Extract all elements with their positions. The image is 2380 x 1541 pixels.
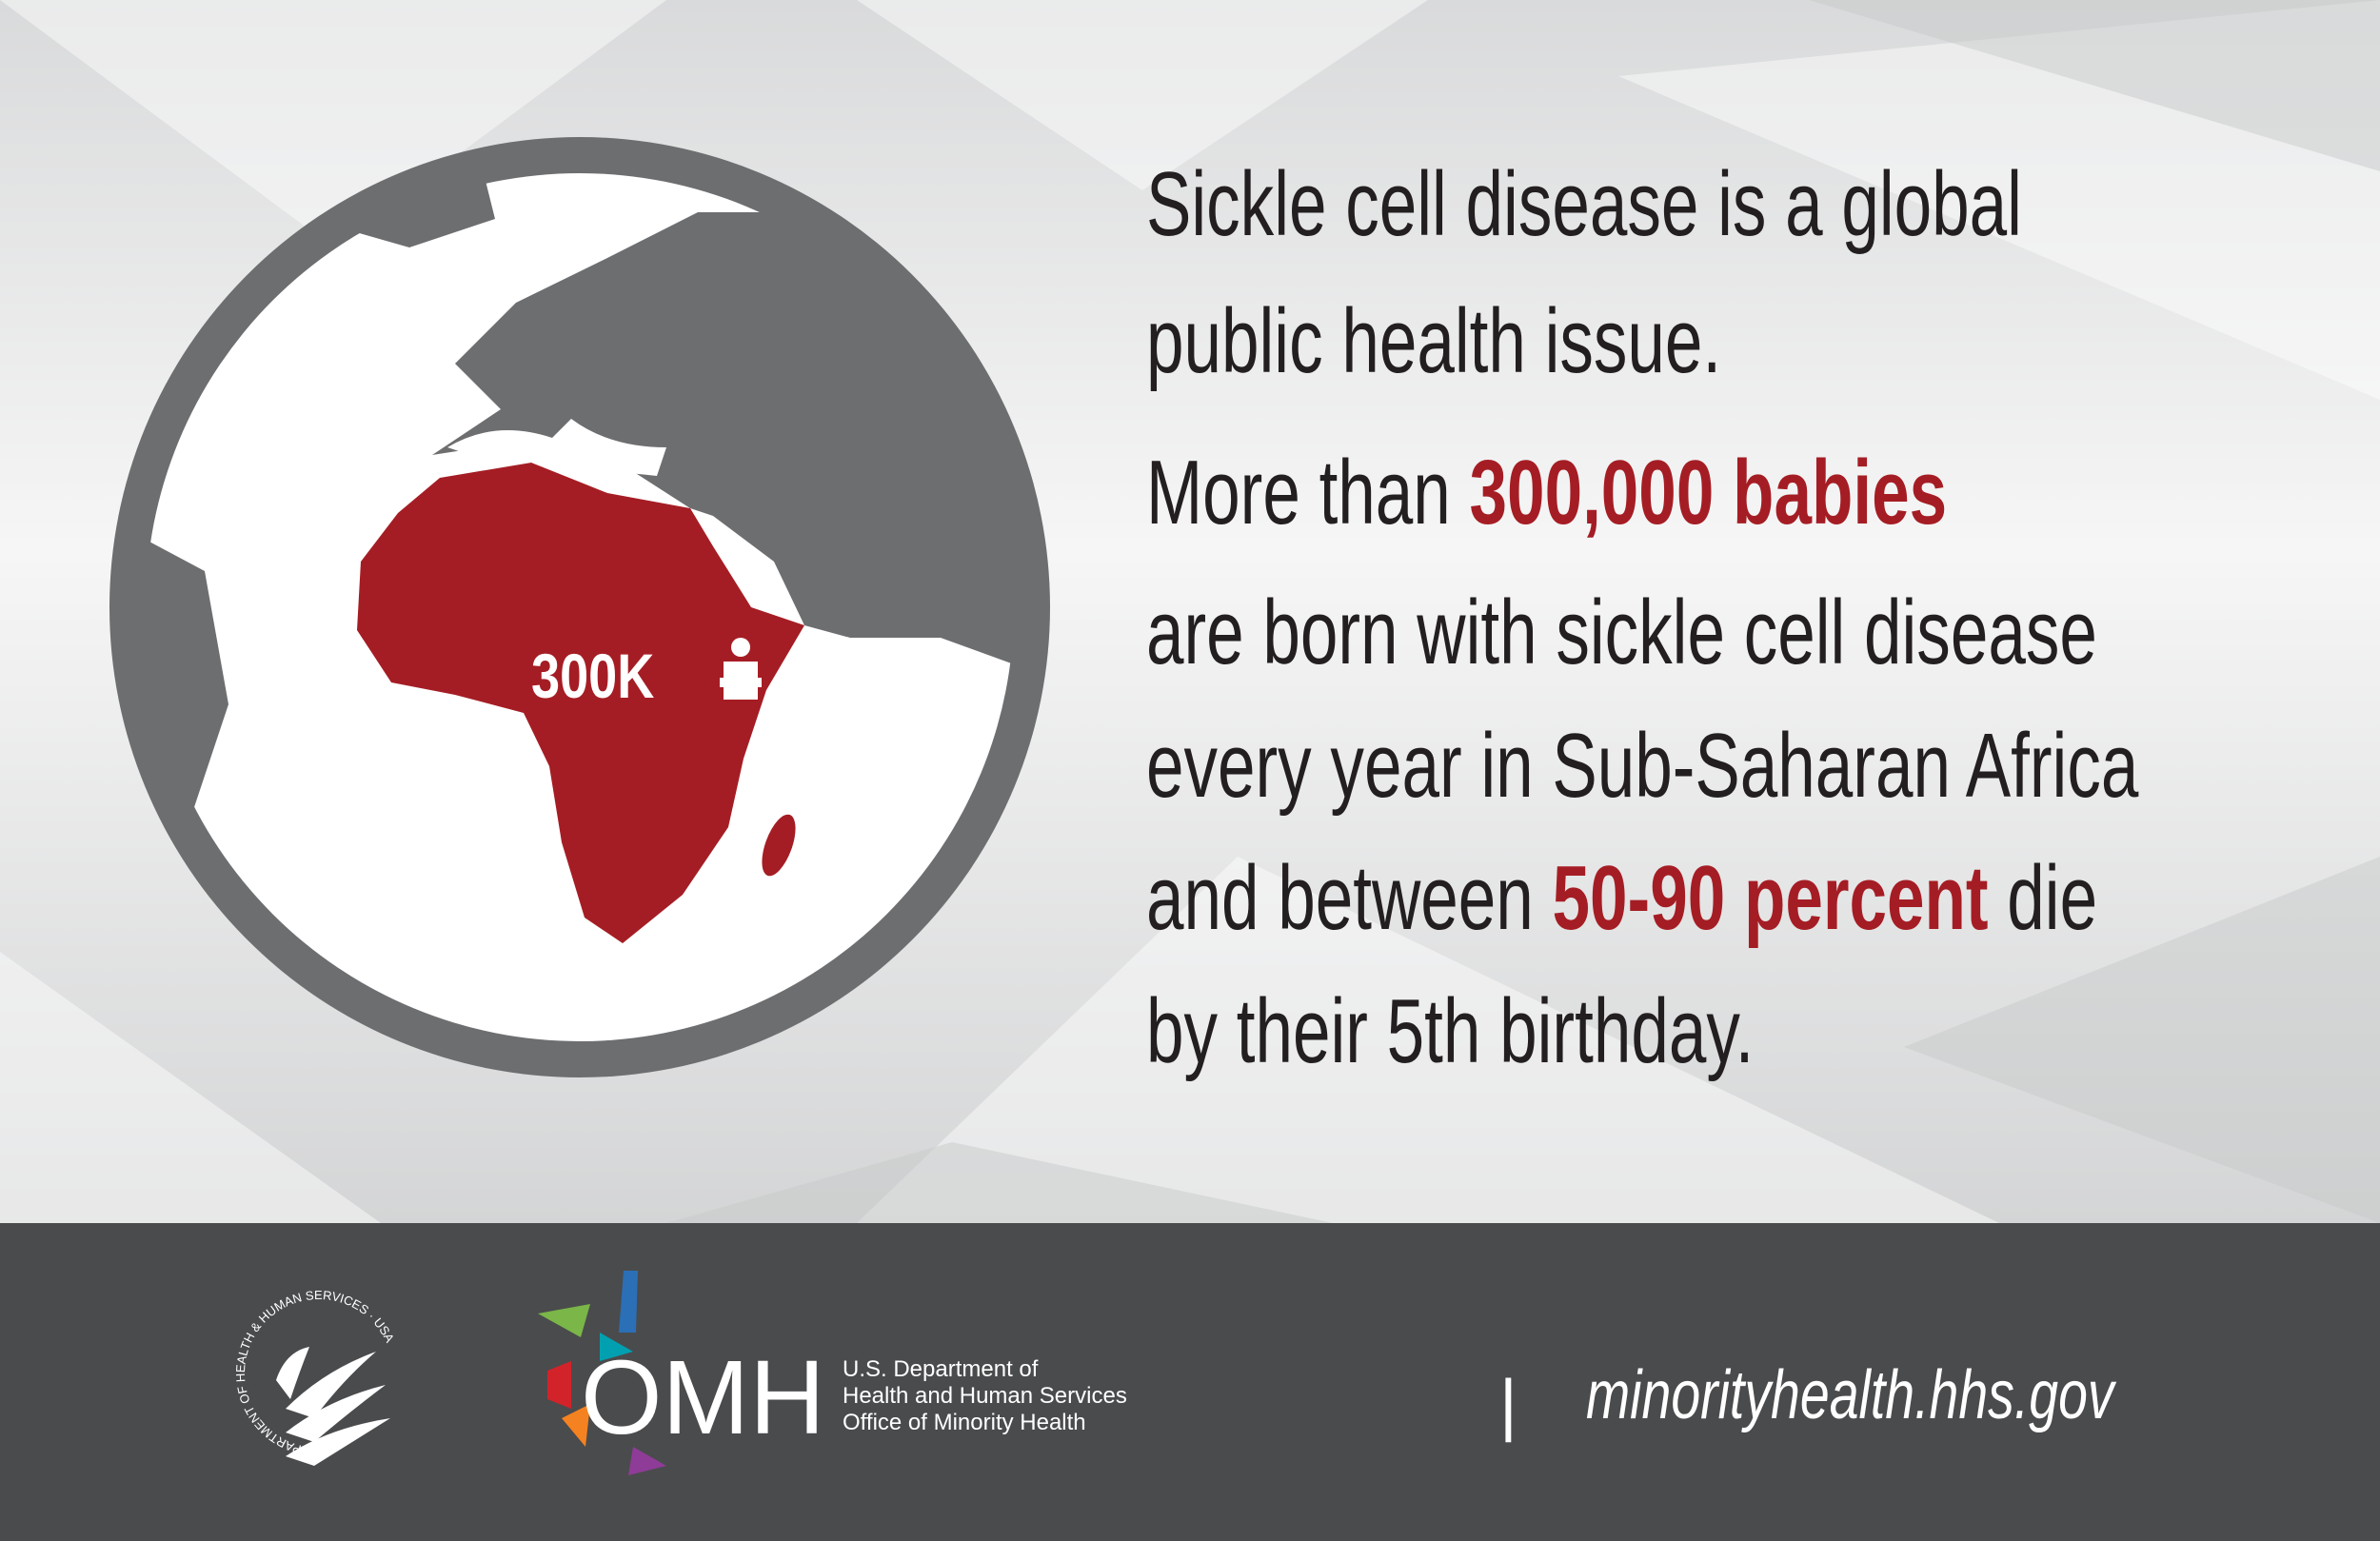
highlight: 300,000 babies: [1470, 442, 1948, 543]
omh-name: OMH: [581, 1339, 825, 1456]
body-line: are born with sickle cell disease: [1146, 582, 2097, 683]
body-line: More than 300,000 babies: [1146, 442, 1947, 543]
headline-line: public health issue.: [1146, 290, 1721, 392]
omh-line: U.S. Department of: [843, 1356, 1039, 1382]
sea: [447, 419, 666, 476]
footer: [0, 1223, 2380, 1541]
globe-label: 300K: [531, 641, 655, 711]
body-text: are born with sickle cell disease: [1146, 582, 2097, 683]
body-line: and between 50-90 percent die: [1146, 847, 2097, 949]
body-line: by their 5th birthday.: [1146, 980, 1754, 1082]
highlight: 50-90 percent: [1553, 847, 1989, 949]
body-text: every year in Sub-Saharan Africa: [1146, 715, 2138, 817]
omh-logo: OMH U.S. Department of Health and Human …: [538, 1271, 1127, 1475]
headline-line: Sickle cell disease is a global: [1146, 153, 2022, 255]
baby-icon: [720, 638, 762, 700]
omh-line: Office of Minority Health: [843, 1410, 1086, 1435]
message: Sickle cell disease is a global public h…: [1146, 153, 2138, 1082]
landmass: [432, 212, 1031, 683]
separator: |: [1499, 1367, 1517, 1443]
madagascar: [762, 814, 796, 877]
body-text: by their 5th birthday.: [1146, 980, 1754, 1082]
body-text: More than: [1146, 442, 1470, 543]
body-text: and between: [1146, 847, 1553, 949]
body-line: every year in Sub-Saharan Africa: [1146, 715, 2138, 817]
body-text: die: [1989, 847, 2098, 949]
africa: [357, 463, 804, 943]
url[interactable]: minorityhealth.hhs.gov: [1586, 1356, 2117, 1433]
globe: 300K: [109, 137, 1050, 1077]
background-pattern: [666, 0, 2380, 1223]
omh-line: Health and Human Services: [843, 1383, 1127, 1409]
